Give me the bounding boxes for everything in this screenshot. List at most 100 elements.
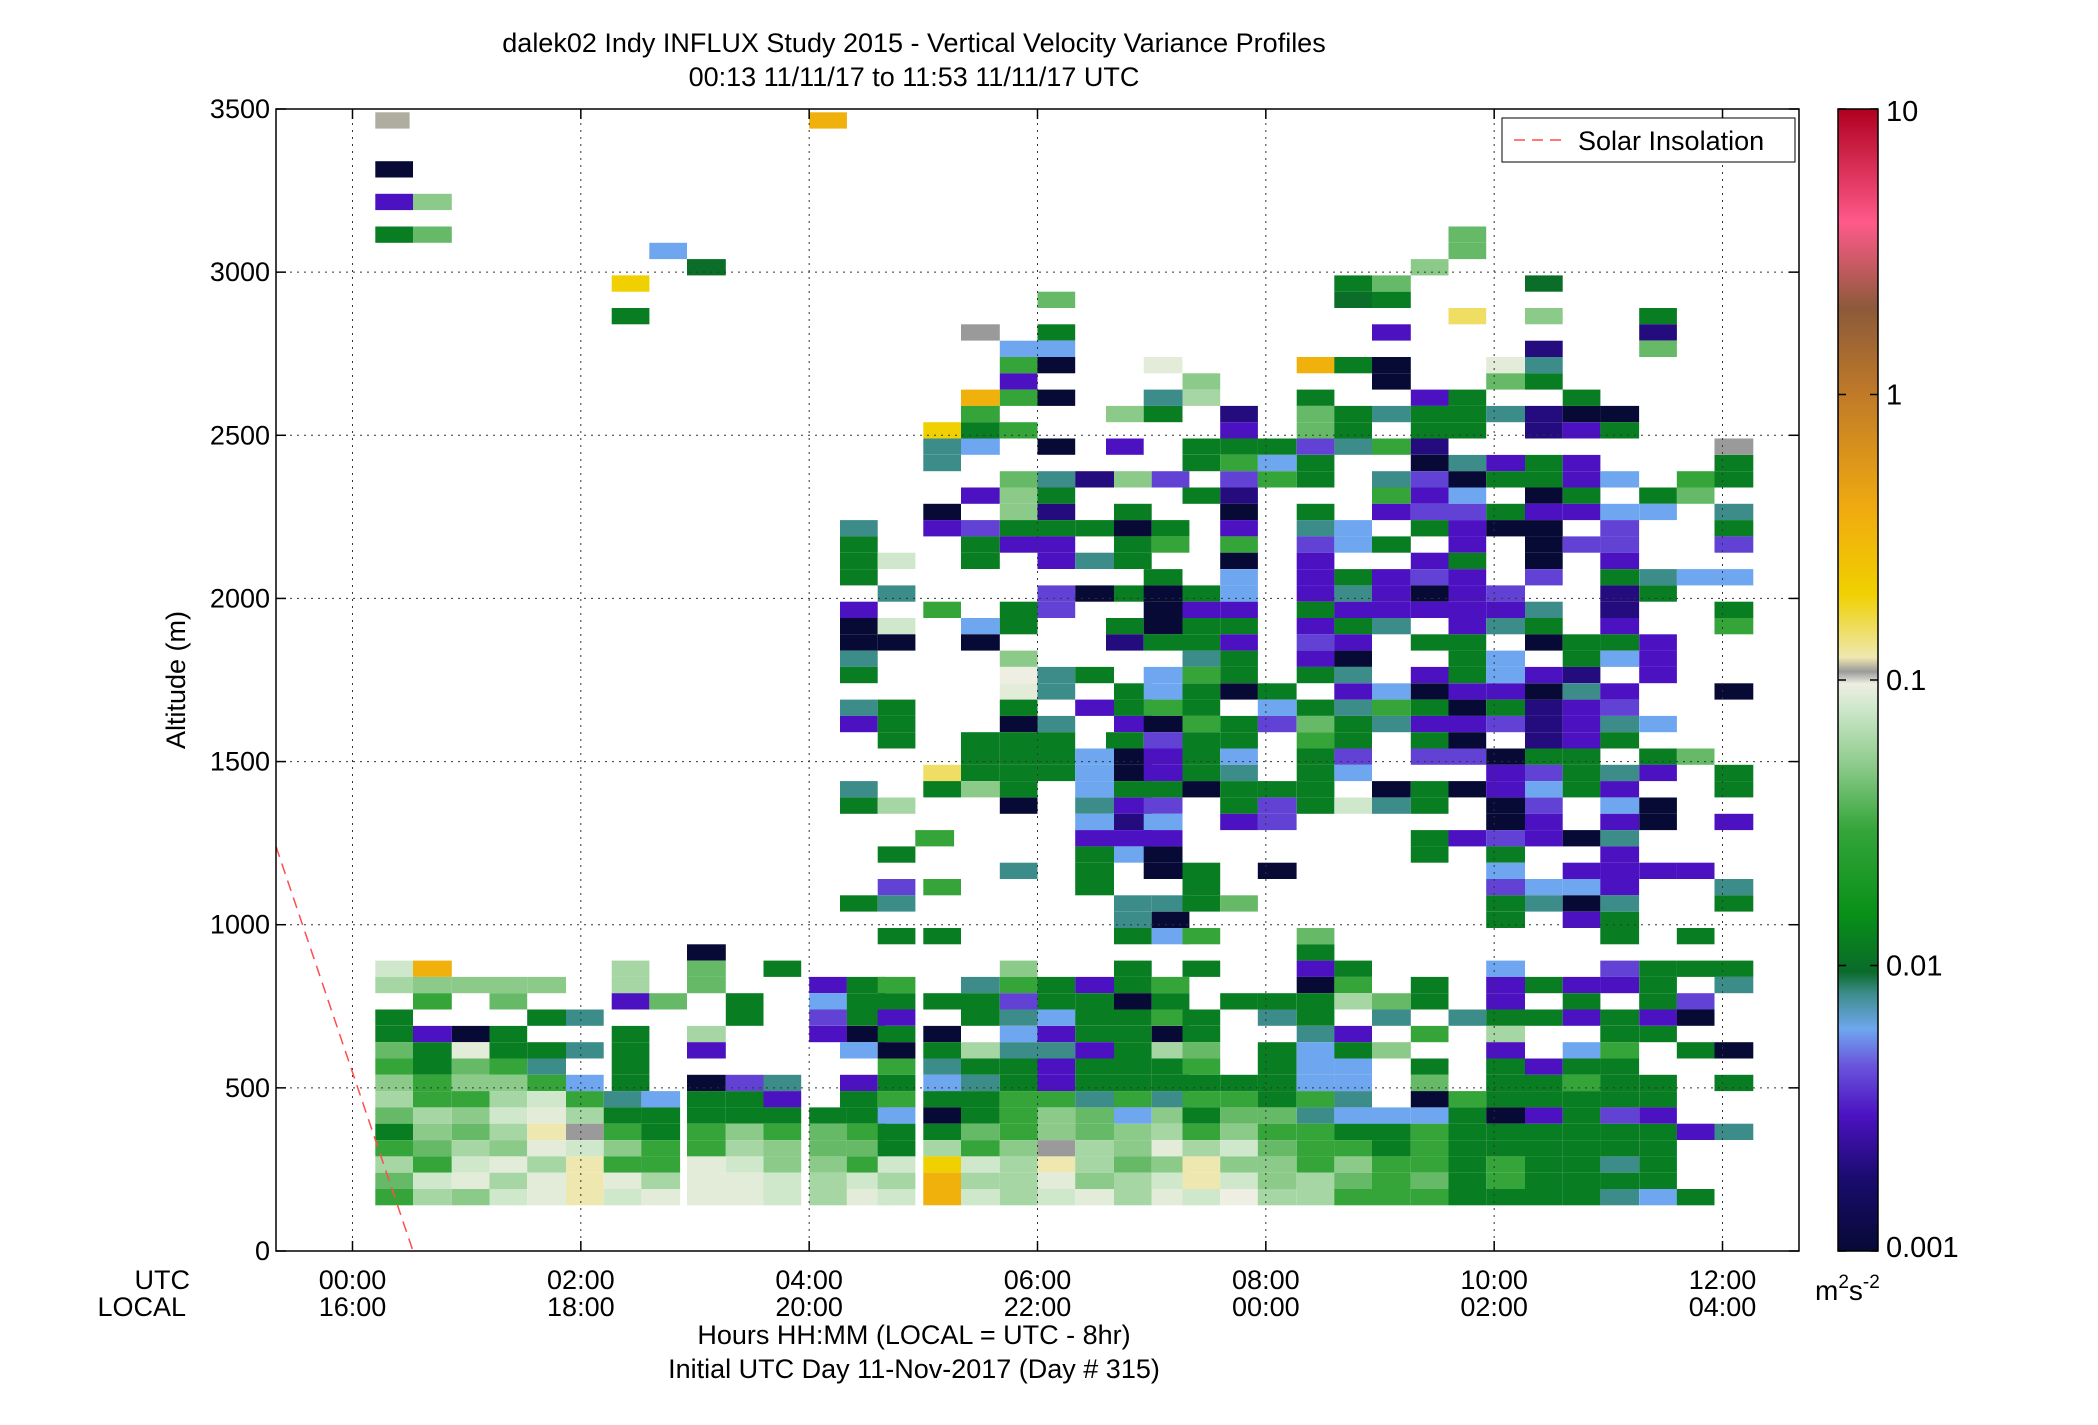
heatmap-cell	[1151, 1156, 1190, 1173]
heatmap-cell	[999, 357, 1038, 374]
heatmap-cell	[566, 1009, 604, 1026]
heatmap-cell	[611, 976, 650, 994]
heatmap-cell	[489, 1091, 528, 1108]
heatmap-cell	[1334, 1156, 1372, 1173]
heatmap-cell	[1639, 1189, 1677, 1206]
heatmap-cell	[1114, 797, 1152, 814]
heatmap-cell	[1296, 520, 1335, 537]
heatmap-cell	[1448, 389, 1487, 406]
heatmap-cell	[1114, 503, 1152, 521]
heatmap-cell	[1525, 454, 1563, 472]
heatmap-cell	[1334, 634, 1372, 651]
heatmap-cell	[1037, 764, 1076, 782]
heatmap-cell	[1448, 1172, 1487, 1189]
heatmap-cell	[1600, 683, 1640, 700]
heatmap-cell	[1182, 373, 1221, 390]
heatmap-cell	[1600, 879, 1640, 896]
heatmap-cell	[1143, 618, 1183, 635]
heatmap-cell	[999, 536, 1038, 553]
heatmap-cell	[840, 1042, 878, 1059]
heatmap-cell	[603, 1140, 642, 1157]
heatmap-cell	[1562, 715, 1601, 733]
heatmap-cell	[1075, 813, 1114, 831]
heatmap-cell	[1220, 536, 1258, 553]
heatmap-cell	[413, 960, 452, 977]
heatmap-cell	[1182, 1042, 1221, 1059]
heatmap-cell	[1257, 699, 1297, 716]
heatmap-cell	[1075, 1058, 1114, 1075]
heatmap-cell	[999, 471, 1038, 488]
heatmap-cell	[375, 1091, 413, 1108]
heatmap-cell	[1114, 895, 1152, 912]
heatmap-cell	[603, 1189, 642, 1206]
heatmap-cell	[1410, 487, 1449, 504]
heatmap-cell	[1448, 1009, 1487, 1026]
heatmap-cell	[375, 226, 413, 243]
heatmap-cell	[1562, 976, 1601, 994]
heatmap-cell	[1676, 471, 1715, 488]
heatmap-cell	[687, 1025, 726, 1043]
heatmap-cell	[1114, 1042, 1152, 1059]
heatmap-cell	[1714, 781, 1754, 798]
heatmap-cell	[1334, 569, 1372, 586]
heatmap-cell	[1257, 1156, 1297, 1173]
heatmap-cell	[1525, 764, 1563, 782]
heatmap-cell	[1525, 781, 1563, 798]
heatmap-cell	[1151, 1123, 1190, 1140]
heatmap-cell	[1525, 1107, 1563, 1124]
heatmap-cell	[1334, 715, 1372, 733]
heatmap-cell	[1600, 552, 1640, 569]
heatmap-cell	[1525, 340, 1563, 357]
heatmap-cell	[1525, 1074, 1563, 1092]
heatmap-cell	[1562, 1156, 1601, 1173]
heatmap-cell	[923, 1042, 961, 1059]
heatmap-cell	[1143, 797, 1183, 814]
heatmap-cell	[1448, 748, 1487, 765]
heatmap-cell	[1562, 911, 1601, 928]
heatmap-cell	[1639, 748, 1677, 765]
heatmap-cell	[489, 1140, 528, 1157]
legend-label-solar: Solar Insolation	[1578, 126, 1764, 156]
heatmap-cell	[1562, 748, 1601, 765]
heatmap-cell	[1410, 715, 1449, 733]
heatmap-cell	[1075, 1140, 1114, 1157]
heatmap-cell	[1639, 715, 1677, 733]
heatmap-cell	[1372, 715, 1411, 733]
heatmap-cell	[1600, 911, 1640, 928]
heatmap-cell	[1143, 601, 1183, 618]
heatmap-cell	[840, 520, 878, 537]
heatmap-cell	[923, 928, 961, 945]
heatmap-cell	[763, 960, 802, 977]
heatmap-cell	[846, 1107, 886, 1124]
heatmap-cell	[1562, 422, 1601, 439]
heatmap-cell	[1182, 601, 1221, 618]
heatmap-cell	[1600, 503, 1640, 521]
heatmap-cell	[1486, 405, 1525, 423]
heatmap-cell	[1562, 699, 1601, 716]
heatmap-cell	[999, 862, 1038, 879]
heatmap-cell	[1257, 1009, 1297, 1026]
y-tick-label: 0	[255, 1236, 270, 1266]
heatmap-cell	[1151, 928, 1190, 945]
heatmap-cell	[1220, 454, 1258, 472]
heatmap-cell	[611, 1058, 650, 1075]
heatmap-cell	[527, 1074, 566, 1092]
heatmap-cell	[961, 732, 1000, 749]
heatmap-cell	[1372, 1123, 1411, 1140]
heatmap-cell	[566, 1107, 604, 1124]
heatmap-cell	[1486, 764, 1525, 782]
heatmap-cell	[1151, 1107, 1190, 1124]
heatmap-cell	[923, 1025, 961, 1043]
heatmap-cell	[1334, 1172, 1372, 1189]
heatmap-cell	[1143, 389, 1183, 406]
heatmap-cell	[1525, 895, 1563, 912]
heatmap-cell	[1486, 618, 1525, 635]
colorbar-tick-label: 0.01	[1886, 951, 1942, 983]
heatmap-cell	[763, 1156, 802, 1173]
heatmap-cell	[1037, 993, 1076, 1010]
heatmap-cell	[1525, 748, 1563, 765]
heatmap-cell	[1334, 1042, 1372, 1059]
heatmap-cell	[1220, 1189, 1258, 1206]
x-tick-label-local: 02:00	[1460, 1292, 1528, 1322]
heatmap-cell	[649, 993, 687, 1010]
